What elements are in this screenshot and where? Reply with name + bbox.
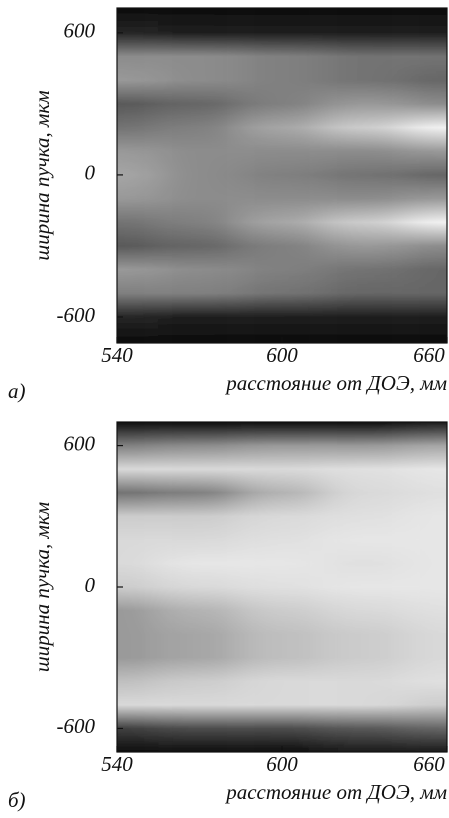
x-tick-label: 540 <box>101 343 133 367</box>
heatmap-columns <box>117 8 447 343</box>
x-axis-label: расстояние от ДОЭ, мм <box>224 371 447 395</box>
heatmap <box>117 422 447 752</box>
y-tick-label: 600 <box>64 431 96 455</box>
panel-label: а) <box>8 379 26 403</box>
y-tick-label: 0 <box>85 573 96 597</box>
x-tick-label: 600 <box>266 343 298 367</box>
intensity-column <box>323 8 406 343</box>
x-tick-label: 600 <box>266 752 298 776</box>
intensity-column <box>158 422 241 752</box>
y-axis-label: ширина пучка, мкм <box>30 502 54 672</box>
y-tick-label: 0 <box>85 161 96 185</box>
heatmap-columns <box>117 422 447 752</box>
intensity-column <box>323 422 406 752</box>
x-tick-label: 540 <box>101 752 133 776</box>
x-axis-label: расстояние от ДОЭ, мм <box>224 780 447 804</box>
panel-label: б) <box>8 788 26 812</box>
intensity-column <box>240 8 324 343</box>
x-tick-label: 660 <box>413 343 445 367</box>
y-tick-label: -600 <box>57 714 96 738</box>
y-tick-label: 600 <box>64 19 96 43</box>
intensity-column <box>158 8 241 343</box>
y-tick-label: -600 <box>57 303 96 327</box>
intensity-column <box>405 8 447 343</box>
intensity-column <box>240 422 324 752</box>
intensity-column <box>117 8 159 343</box>
y-axis-label: ширина пучка, мкм <box>30 90 54 260</box>
intensity-column <box>117 422 159 752</box>
heatmap <box>117 8 447 343</box>
x-tick-label: 660 <box>413 752 445 776</box>
intensity-column <box>405 422 447 752</box>
